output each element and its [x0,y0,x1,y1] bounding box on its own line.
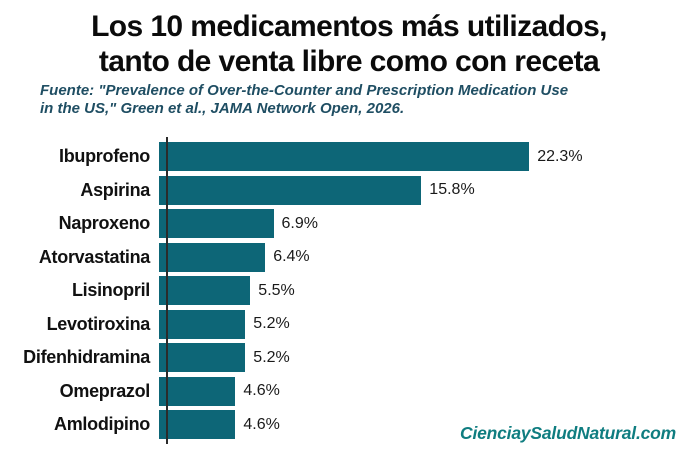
bar [159,410,236,440]
bar-row: Lisinopril 5.5% [0,274,698,308]
category-label: Ibuprofeno [59,146,150,167]
source-citation-line-1: Fuente: "Prevalence of Over-the-Counter … [40,82,569,99]
bar [159,309,246,339]
bar-row: Ibuprofeno 22.3% [0,140,698,174]
brand-watermark: CienciaySaludNatural.com [460,423,676,443]
value-label: 5.5% [258,281,295,299]
category-label: Naproxeno [58,213,151,234]
bar [159,175,422,205]
bar [159,209,274,239]
bar-chart: Ibuprofeno 22.3% Aspirina 15.8% Naproxeno 6.9… [0,137,698,444]
bar [159,142,530,172]
y-axis-line [166,137,168,444]
value-label: 22.3% [537,147,583,165]
category-label: Lisinopril [71,280,150,301]
source-citation: Fuente: "Prevalence of Over-the-Counter … [40,82,698,118]
value-label: 4.6% [243,415,280,433]
value-label: 5.2% [253,348,290,366]
bar [159,276,251,306]
bar-row: Atorvastatina 6.4% [0,241,698,275]
bar-rows: Ibuprofeno 22.3% Aspirina 15.8% Naproxeno 6.9… [0,140,698,442]
value-label: 5.2% [253,315,290,333]
value-label: 15.8% [429,181,475,199]
value-label: 4.6% [243,382,280,400]
category-label: Amlodipino [54,414,150,435]
category-label: Levotiroxina [46,313,151,334]
category-label: Aspirina [80,179,150,200]
bar-row: Naproxeno 6.9% [0,207,698,241]
bar-row: Aspirina 15.8% [0,174,698,208]
value-label: 6.9% [281,214,318,232]
bar-row: Levotiroxina 5.2% [0,308,698,342]
bar-row: Omeprazol 4.6% [0,375,698,409]
bar [159,343,246,373]
value-label: 6.4% [273,248,310,266]
bar [159,376,236,406]
chart-title: Los 10 medicamentos más utilizados, tant… [0,0,698,79]
bar [159,242,266,272]
category-label: Difenhidramina [23,347,150,368]
bar-row: Difenhidramina 5.2% [0,341,698,375]
source-citation-line-2: in the US," Green et al., JAMA Network O… [40,100,405,117]
category-label: Omeprazol [59,380,151,401]
category-label: Atorvastatina [38,246,150,267]
chart-title-line-1: Los 10 medicamentos más utilizados, [91,10,607,43]
bar-row: Amlodipino 4.6% [0,408,698,442]
chart-title-line-2: tanto de venta libre como con receta [98,45,600,78]
